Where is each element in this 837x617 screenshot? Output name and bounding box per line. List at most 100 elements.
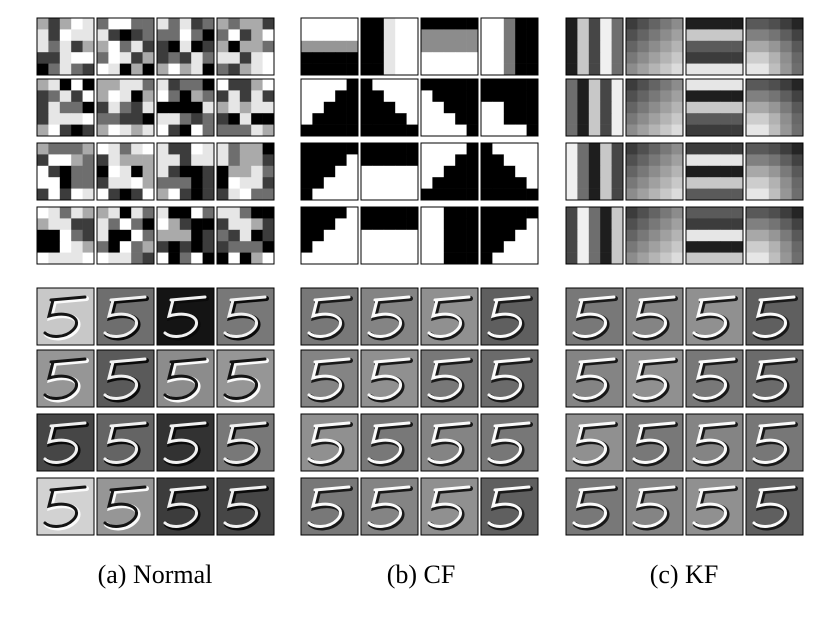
filter-cell <box>443 18 456 30</box>
filter-cell <box>239 241 252 253</box>
filter-cell <box>335 63 347 76</box>
filter-cell <box>526 124 539 137</box>
digit-stroke <box>572 357 616 400</box>
filter-border <box>625 142 684 201</box>
filter-cell <box>179 188 192 201</box>
filter-cell <box>383 90 396 103</box>
filter-cell <box>780 154 792 167</box>
filter-cell <box>503 165 516 178</box>
filter-cell <box>648 90 661 103</box>
filter-cell <box>492 18 505 30</box>
filter-cell <box>697 29 710 42</box>
digit-stroke <box>367 421 411 464</box>
filter-cell <box>97 241 109 253</box>
filter-cell <box>37 124 49 137</box>
filter-cell <box>48 177 61 189</box>
filter-cell <box>142 40 155 53</box>
filter-cell <box>312 252 325 265</box>
filter-cell <box>312 52 325 64</box>
filter-cell <box>780 165 792 178</box>
filter-cell <box>455 18 467 30</box>
feature-map-b-1-2 <box>420 349 479 408</box>
filter-cell <box>566 52 578 64</box>
filter-cell <box>217 90 229 103</box>
filter-cell <box>492 101 505 114</box>
filter-cell <box>108 29 121 42</box>
filter-cell <box>600 177 612 189</box>
filter-cell <box>406 154 419 167</box>
filter-cell <box>697 207 710 219</box>
filter-cell <box>780 79 792 91</box>
filter-cell <box>179 40 192 53</box>
filter-cell <box>361 18 373 30</box>
filter-cell <box>82 177 95 189</box>
feature-map-b-0-2 <box>420 287 479 346</box>
filter-cell <box>179 63 192 76</box>
filter-cell <box>191 63 203 76</box>
filter-cell <box>626 40 638 53</box>
filter-cell <box>262 154 275 167</box>
filter-cell <box>432 188 445 201</box>
filter-cell <box>37 218 49 231</box>
filter-cell <box>239 29 252 42</box>
filter-cell <box>168 90 181 103</box>
filter-cell <box>301 218 313 231</box>
filter-cell <box>346 29 359 42</box>
filter-cell <box>119 18 132 30</box>
filter-cell <box>588 252 601 265</box>
filter-cell <box>228 229 241 242</box>
filter-cell <box>720 29 732 42</box>
feature-map-border <box>216 477 275 536</box>
filter-cell <box>262 188 275 201</box>
filter-cell <box>611 90 624 103</box>
filter-cell <box>37 241 49 253</box>
filter-cell <box>648 101 661 114</box>
filter-cell <box>82 79 95 91</box>
filter-cell <box>731 154 744 167</box>
filter-cell <box>82 154 95 167</box>
filter-cell <box>217 40 229 53</box>
filter-cell <box>59 207 72 219</box>
filter-cell <box>48 79 61 91</box>
filter-cell <box>406 252 419 265</box>
filter-cell <box>648 252 661 265</box>
filter-cell <box>443 165 456 178</box>
caption-c: (c) KF <box>649 560 719 589</box>
filter-cell <box>757 40 770 53</box>
filter-border <box>300 17 359 76</box>
filter-cell <box>577 177 590 189</box>
filter-cell <box>82 18 95 30</box>
filter-cell <box>731 101 744 114</box>
filter-cell <box>611 40 624 53</box>
filter-cell <box>191 229 203 242</box>
filter-border <box>625 78 684 137</box>
filter-cell <box>731 252 744 265</box>
filter-cell <box>323 241 336 253</box>
feature-map-border <box>96 413 155 472</box>
filter-cell <box>168 218 181 231</box>
filter-cell <box>323 252 336 265</box>
filter-cell <box>361 252 373 265</box>
filter-cell <box>588 29 601 42</box>
filter-cell <box>746 177 758 189</box>
filter-cell <box>131 63 143 76</box>
filter-cell <box>626 165 638 178</box>
filter-cell <box>37 207 49 219</box>
filter-cell <box>383 188 396 201</box>
filter-cell <box>492 252 505 265</box>
filter-cell <box>251 154 263 167</box>
filter-cell <box>251 218 263 231</box>
filter-cell <box>131 79 143 91</box>
filter-cell <box>626 218 638 231</box>
filter-cell <box>637 177 650 189</box>
digit-stroke <box>43 295 87 338</box>
feature-map-a-2-1 <box>96 413 155 472</box>
filter-cell <box>71 229 83 242</box>
filter-cell <box>600 90 612 103</box>
filter-cell <box>600 229 612 242</box>
filter-cell <box>82 124 95 137</box>
filter-cell <box>503 52 516 64</box>
filter-cell <box>720 229 732 242</box>
filter-cell <box>262 63 275 76</box>
filter-cell <box>503 113 516 125</box>
